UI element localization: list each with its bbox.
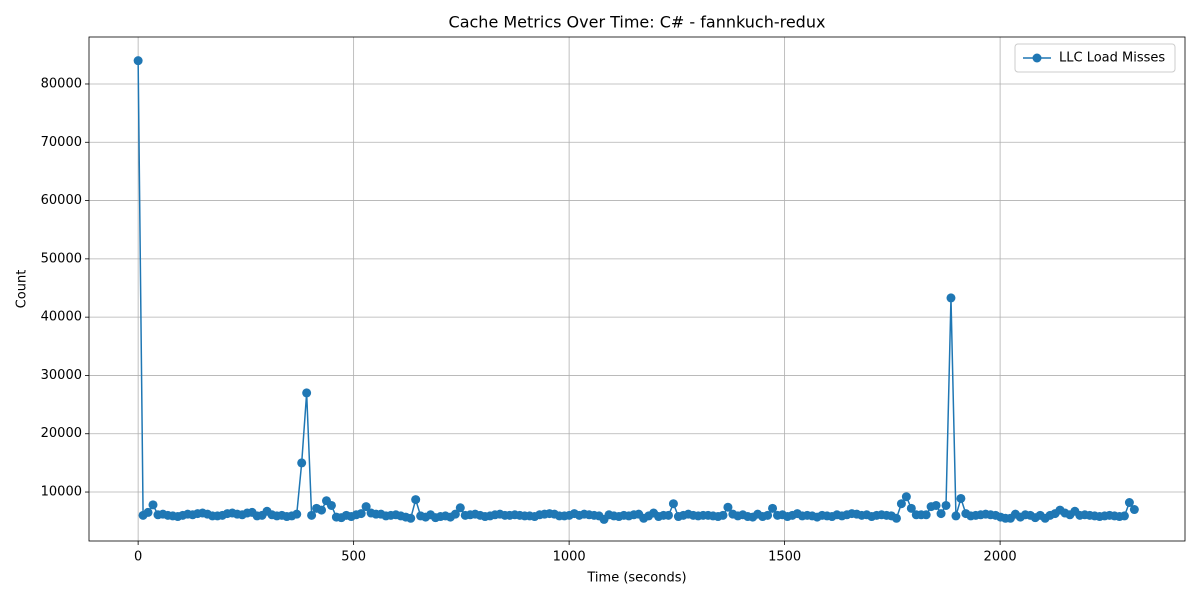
chart-title: Cache Metrics Over Time: C# - fannkuch-r… bbox=[449, 13, 826, 32]
x-tick-label: 2000 bbox=[984, 550, 1017, 565]
data-point bbox=[326, 500, 336, 510]
data-point bbox=[450, 509, 460, 519]
x-tick-label: 500 bbox=[341, 550, 366, 565]
data-point bbox=[302, 388, 312, 398]
data-point bbox=[936, 509, 946, 519]
data-point bbox=[931, 500, 941, 510]
y-tick-label: 10000 bbox=[41, 485, 82, 500]
x-axis-label: Time (seconds) bbox=[586, 571, 686, 586]
data-point bbox=[143, 507, 153, 517]
y-tick-label: 40000 bbox=[41, 310, 82, 325]
data-point bbox=[763, 510, 773, 520]
data-point bbox=[133, 56, 143, 66]
y-tick-label: 30000 bbox=[41, 368, 82, 383]
legend-marker bbox=[1032, 53, 1042, 63]
data-point bbox=[723, 502, 733, 512]
data-point bbox=[941, 500, 951, 510]
data-point bbox=[946, 293, 956, 303]
data-point bbox=[356, 509, 366, 519]
y-tick-label: 60000 bbox=[41, 193, 82, 208]
data-point bbox=[891, 513, 901, 523]
data-point bbox=[718, 510, 728, 520]
data-point bbox=[663, 510, 673, 520]
data-point bbox=[307, 510, 317, 520]
data-point bbox=[896, 499, 906, 509]
data-point bbox=[297, 458, 307, 468]
x-tick-label: 0 bbox=[134, 550, 142, 565]
data-point bbox=[1129, 505, 1139, 515]
legend-box bbox=[1014, 43, 1176, 73]
data-point bbox=[901, 492, 911, 502]
data-point bbox=[292, 509, 302, 519]
data-point bbox=[1124, 498, 1134, 508]
x-tick-label: 1000 bbox=[553, 550, 586, 565]
data-point bbox=[921, 510, 931, 520]
data-point bbox=[951, 511, 961, 521]
plot-frame bbox=[88, 36, 1186, 542]
data-point bbox=[455, 503, 465, 513]
x-tick-label: 1500 bbox=[768, 550, 801, 565]
y-tick-label: 20000 bbox=[41, 426, 82, 441]
data-point bbox=[317, 505, 327, 515]
data-point bbox=[406, 513, 416, 523]
data-point bbox=[1119, 511, 1129, 521]
data-point bbox=[148, 500, 158, 510]
data-point bbox=[411, 495, 421, 505]
data-point bbox=[956, 493, 966, 503]
y-tick-label: 50000 bbox=[41, 251, 82, 266]
y-tick-label: 80000 bbox=[41, 76, 82, 91]
legend-label: LLC Load Misses bbox=[1059, 51, 1165, 66]
data-point bbox=[361, 502, 371, 512]
legend: LLC Load Misses bbox=[1014, 43, 1176, 73]
data-point bbox=[668, 499, 678, 509]
y-axis-label: Count bbox=[15, 270, 30, 309]
y-tick-label: 70000 bbox=[41, 135, 82, 150]
data-point bbox=[768, 503, 778, 513]
data-point bbox=[906, 503, 916, 513]
